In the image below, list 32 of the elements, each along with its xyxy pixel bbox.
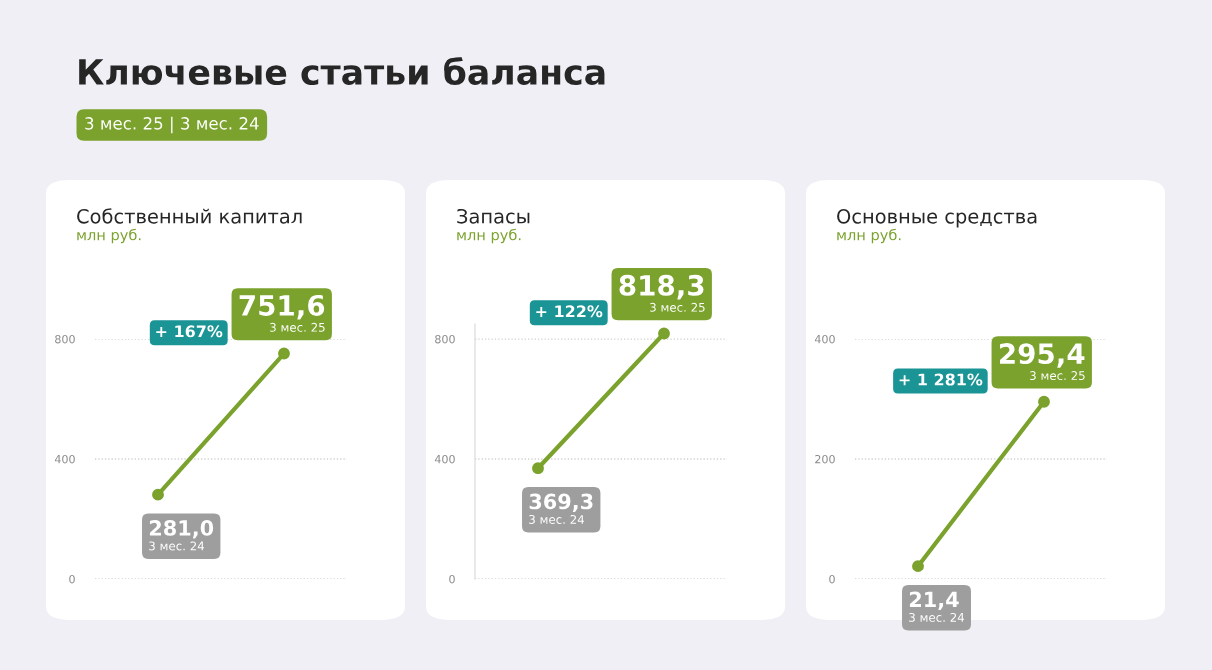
data-label: 369,3 (529, 493, 593, 512)
text: 3 мес. 24 (909, 612, 965, 622)
text: 3 мес. 25 (270, 322, 325, 332)
y-tick-label: 800 (55, 334, 75, 344)
data-label: 818,3 (619, 274, 704, 300)
annotation: + 1 281% (899, 373, 983, 386)
text: Ключевые статьи баланса (79, 57, 605, 86)
data-label: 21,4 (909, 591, 959, 610)
y-axis-title: млн руб. (77, 228, 141, 244)
y-tick-label: 400 (54, 454, 75, 464)
y-tick-label: 0 (449, 574, 455, 584)
chart-title: Основные средства (837, 208, 1037, 228)
chart-title: Запасы (457, 208, 530, 224)
y-axis-title: млн руб. (457, 228, 521, 244)
annotation: 3 мес. 25 (1030, 371, 1085, 381)
y-axis-title: млн руб. (837, 228, 901, 244)
y-tick-label: 200 (815, 454, 835, 464)
text: + 122% (536, 305, 603, 318)
y-tick-label: 800 (435, 334, 455, 344)
chart-title: Собственный капитал (77, 208, 302, 224)
y-tick-label: 0 (829, 574, 835, 584)
annotation: 3 мес. 24 (149, 541, 205, 551)
y-tick-label: 400 (814, 334, 835, 344)
text: 3 мес. 25 (650, 302, 705, 312)
y-tick-label: 400 (434, 454, 455, 464)
data-label: 751,6 (239, 294, 325, 320)
text: + 167% (156, 325, 223, 338)
text: 3 мес. 25 | 3 мес. 24 (85, 116, 259, 134)
data-label: 295,4 (1000, 343, 1085, 368)
data-label: 281,0 (149, 520, 214, 539)
annotation: 3 мес. 24 (529, 514, 585, 524)
y-tick-label: 0 (69, 574, 75, 584)
